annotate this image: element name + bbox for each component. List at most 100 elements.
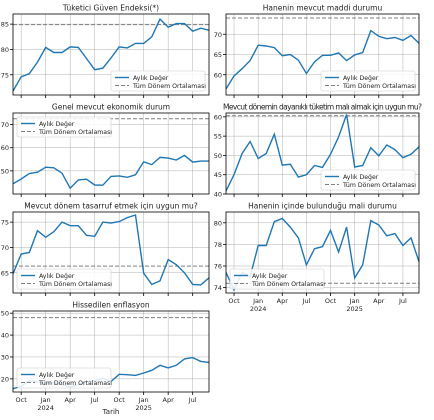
x-tick-label: Jan xyxy=(40,396,51,404)
y-tick-label: 65 xyxy=(1,269,9,277)
legend-label-series: Aylık Değer xyxy=(39,272,75,280)
plot-frame xyxy=(225,112,420,195)
y-tick-label: 80 xyxy=(214,219,222,227)
legend-box xyxy=(16,116,112,138)
x-tick-sublabel: 2024 xyxy=(37,404,54,412)
y-tick-label: 40 xyxy=(214,191,222,199)
y-tick-label: 85 xyxy=(1,21,9,29)
x-tick-label: Jul xyxy=(398,297,407,305)
x-tick-sublabel: 2025 xyxy=(346,305,363,313)
subplot-7: 20 30 40 50 Hissedilen enflasyon Aylık DeğerT… xyxy=(1,301,210,412)
legend-label-series: Aylık Değer xyxy=(133,74,169,82)
x-tick-label: Jul xyxy=(301,297,310,305)
subplot-title: Tüketici Güven Endeksi(*) xyxy=(62,4,159,13)
legend-box xyxy=(16,268,112,290)
x-tick-label: Apr xyxy=(65,396,77,404)
legend-label-average: Tüm Dönem Ortalaması xyxy=(342,83,416,90)
legend-box xyxy=(229,268,325,290)
subplot-5: 65 70 75 Mevcut dönem tasarruf etmek için u… xyxy=(1,202,210,296)
x-tick-sublabel: 2024 xyxy=(250,305,267,313)
subplot-title: Hissedilen enflasyon xyxy=(72,301,149,310)
subplot-title: Mevcut dönem tasarruf etmek için uygun m… xyxy=(24,202,198,211)
legend-label-average: Tüm Dönem Ortalaması xyxy=(342,182,416,189)
subplot-3: 50 60 70 Genel mevcut ekonomik durum Aylık D… xyxy=(1,103,210,197)
x-tick-sublabel: 2025 xyxy=(135,404,152,412)
legend-label-average: Tüm Dönem Ortalaması xyxy=(132,83,206,90)
plot-frame xyxy=(12,211,210,294)
subplot-2: 60 65 70 Hanenin mevcut maddi durumu Aylık D… xyxy=(214,4,420,98)
y-tick-label: 70 xyxy=(214,31,222,39)
legend-box xyxy=(320,70,416,92)
y-tick-label: 74 xyxy=(214,284,222,292)
series-line xyxy=(13,214,209,286)
subplot-title: Hanenin mevcut maddi durumu xyxy=(263,4,383,13)
x-tick-label: Apr xyxy=(373,297,385,305)
subplot-title: Genel mevcut ekonomik durum xyxy=(52,103,170,112)
y-tick-label: 75 xyxy=(1,71,9,79)
plot-frame xyxy=(225,211,420,294)
series-line xyxy=(13,154,209,190)
y-tick-label: 76 xyxy=(214,263,222,271)
x-tick-label: Apr xyxy=(277,297,289,305)
x-tick-label: Jul xyxy=(188,396,197,404)
series-line xyxy=(13,17,209,92)
y-tick-label: 78 xyxy=(214,241,222,249)
y-tick-label: 65 xyxy=(214,51,222,59)
y-tick-label: 80 xyxy=(1,46,9,54)
x-tick-label: Oct xyxy=(16,396,28,404)
x-tick-label: Jan xyxy=(252,297,263,305)
x-tick-label: Jul xyxy=(90,396,99,404)
plot-frame xyxy=(12,13,210,96)
x-tick-label: Oct xyxy=(325,297,337,305)
legend-label-average: Tüm Dönem Ortalaması xyxy=(38,129,112,136)
legend-box xyxy=(320,169,416,191)
legend-label-average: Tüm Dönem Ortalaması xyxy=(38,281,112,288)
legend-label-average: Tüm Dönem Ortalaması xyxy=(38,380,112,387)
legend-label-series: Aylık Değer xyxy=(343,74,379,82)
x-axis-label: Tarih xyxy=(102,408,120,416)
subplot-6: 74 76 78 80 Hanenin içinde bulunduğu mali du… xyxy=(214,202,420,313)
legend-label-series: Aylık Değer xyxy=(39,371,75,379)
legend-label-series: Aylık Değer xyxy=(252,272,288,280)
y-tick-label: 70 xyxy=(1,121,9,129)
y-tick-label: 60 xyxy=(214,71,222,79)
plot-frame xyxy=(12,112,210,195)
x-tick-label: Apr xyxy=(163,396,175,404)
y-tick-label: 50 xyxy=(214,152,222,160)
x-tick-label: Jan xyxy=(138,396,149,404)
y-tick-label: 50 xyxy=(1,167,9,175)
y-tick-label: 60 xyxy=(1,144,9,152)
y-tick-label: 45 xyxy=(214,171,222,179)
subplot-title: Hanenin içinde bulunduğu mali durumu xyxy=(248,202,397,211)
series-line xyxy=(226,217,419,292)
series-line xyxy=(226,29,419,90)
x-tick-label: Oct xyxy=(228,297,240,305)
legend-label-average: Tüm Dönem Ortalaması xyxy=(251,281,325,288)
y-tick-label: 60 xyxy=(214,113,222,121)
y-tick-label: 30 xyxy=(1,353,9,361)
y-tick-label: 50 xyxy=(1,310,9,318)
plot-frame xyxy=(12,310,210,393)
y-tick-label: 75 xyxy=(1,219,9,227)
legend-box xyxy=(16,367,112,389)
y-tick-label: 70 xyxy=(1,244,9,252)
y-tick-label: 20 xyxy=(1,375,9,383)
x-tick-label: Oct xyxy=(114,396,126,404)
subplot-title: Mevcut dönemin dayanıklı tüketim malı al… xyxy=(223,103,422,112)
y-tick-label: 55 xyxy=(214,133,222,141)
legend-label-series: Aylık Değer xyxy=(39,120,75,128)
y-tick-label: 40 xyxy=(1,332,9,340)
x-tick-label: Jan xyxy=(349,297,360,305)
series-line xyxy=(226,114,419,192)
legend-box xyxy=(110,70,206,92)
subplot-1: 75 80 85 Tüketici Güven Endeksi(*) Aylık Değ… xyxy=(1,4,210,98)
